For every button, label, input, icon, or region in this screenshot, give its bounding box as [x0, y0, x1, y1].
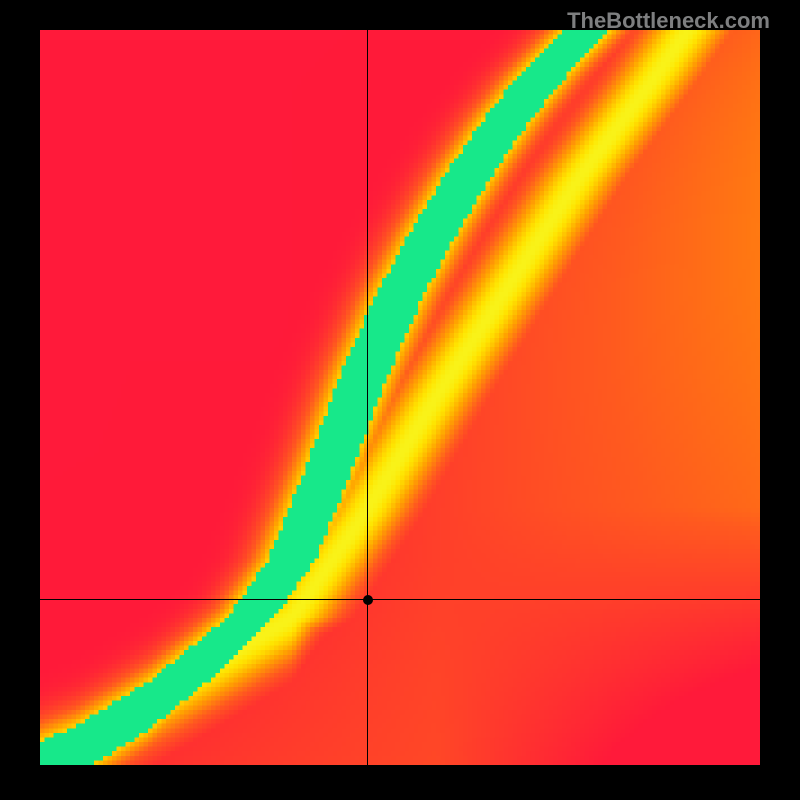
watermark-text: TheBottleneck.com: [567, 8, 770, 34]
crosshair-horizontal: [40, 599, 760, 600]
heatmap-canvas: [40, 30, 760, 765]
chart-container: TheBottleneck.com: [0, 0, 800, 800]
marker-dot: [363, 595, 373, 605]
crosshair-vertical: [367, 30, 368, 765]
plot-area: [40, 30, 760, 765]
